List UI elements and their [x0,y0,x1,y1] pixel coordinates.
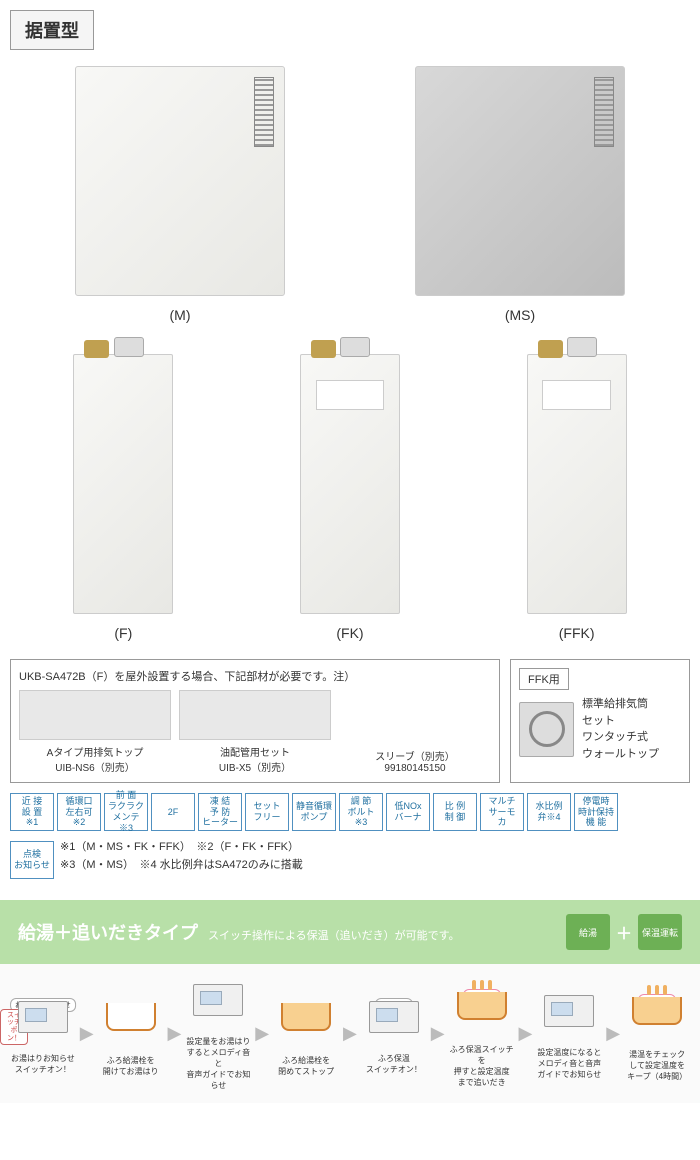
flow-step: 設定温度になると メロディ音と音声 ガイドでお知らせ [535,987,605,1080]
type-title: 給湯＋追いだきタイプ [18,919,198,945]
accessory-code: UIB-X5（別売） [179,759,331,774]
product-ms: (MS) [415,66,625,323]
ffk-text: 標準給排気筒 セット ワンタッチ式 ウォールトップ [582,696,659,762]
ffk-box: FFK用 標準給排気筒 セット ワンタッチ式 ウォールトップ [510,659,690,783]
flow-step: ふろ給湯栓を 閉めてストップ [271,991,341,1077]
notice-badge: 点検 お知らせ [10,841,54,879]
product-f: (F) [73,354,173,641]
arrow-icon: ▶ [343,1023,357,1044]
flow-step: 保温運転湯温をチェック して設定温度を キープ（4時間） [622,985,692,1082]
arrow-icon: ▶ [80,1023,94,1044]
accessory-image [179,690,331,740]
feature-badge: 調 節 ボルト ※3 [339,793,383,831]
feature-badges: 近 接 設 置 ※1循環口 左右可 ※2前 面 ラクラク メンテ※32F凍 結 … [10,793,690,831]
feature-badge: 循環口 左右可 ※2 [57,793,101,831]
flow-diagram: お湯はりお知らせスイッチポン！お湯はりお知らせ スイッチオン！▶ふろ給湯栓を 開… [0,964,700,1103]
product-fk: (FK) [300,354,400,641]
feature-badge: 比 例 制 御 [433,793,477,831]
accessory-code: 99180145150 [339,763,491,774]
accessory-image [19,690,171,740]
feature-badge: 近 接 設 置 ※1 [10,793,54,831]
feature-badge: マルチ サーモ カ [480,793,524,831]
flow-step: 追いだきふろ保温スイッチを 押すと設定温度 まで追いだき [447,980,517,1088]
flow-step: ふろ給湯栓を 開けてお湯はり [96,991,166,1077]
arrow-icon: ▶ [606,1023,620,1044]
product-grid: (M) (MS) (F) (FK) (FFK) [10,58,690,649]
accessory-code: UIB-NS6（別売） [19,759,171,774]
accessory-name: 油配管用セット [179,744,331,759]
feature-badge: 水比例 弁※4 [527,793,571,831]
ffk-image [519,702,574,757]
hotwater-icon: 給湯 [566,914,610,950]
product-m: (M) [75,66,285,323]
flow-step: お湯はりお知らせスイッチポン！お湯はりお知らせ スイッチオン！ [8,993,78,1075]
feature-badge: 静音循環 ポンプ [292,793,336,831]
keepwarm-icon: 保温運転 [638,914,682,950]
product-label: (MS) [415,307,625,323]
footnote-text: ※1（M・MS・FK・FFK） ※2（F・FK・FFK） ※3（M・MS） ※4… [60,841,303,871]
product-label: (FK) [300,625,400,641]
feature-badge: 停電時 時計保持 機 能 [574,793,618,831]
accessory: スリーブ（別売） 99180145150 [339,748,491,774]
product-ffk: (FFK) [527,354,627,641]
outdoor-install-box: UKB-SA472B（F）を屋外設置する場合、下記部材が必要です。注） Aタイプ… [10,659,500,783]
type-subtitle: スイッチ操作による保温（追いだき）が可能です。 [208,927,460,943]
flow-step: 設定量をお湯はり するとメロディ音と 音声ガイドでお知らせ [184,976,254,1091]
type-band: 給湯＋追いだきタイプ スイッチ操作による保温（追いだき）が可能です。 給湯 ＋ … [0,900,700,964]
accessory: Aタイプ用排気トップ UIB-NS6（別売） [19,690,171,774]
plus-icon: ＋ [616,920,632,944]
accessory-name: スリーブ（別売） [339,748,491,763]
product-label: (FFK) [527,625,627,641]
arrow-icon: ▶ [255,1023,269,1044]
page-title: 据置型 [10,10,94,50]
arrow-icon: ▶ [431,1023,445,1044]
arrow-icon: ▶ [168,1023,182,1044]
product-label: (F) [73,625,173,641]
flow-step: ふろ保温ふろ保温 スイッチオン！ [359,993,429,1075]
ffk-badge: FFK用 [519,668,569,690]
info-title: UKB-SA472B（F）を屋外設置する場合、下記部材が必要です。注） [19,668,491,684]
feature-badge: 前 面 ラクラク メンテ※3 [104,793,148,831]
footnotes: 点検 お知らせ ※1（M・MS・FK・FFK） ※2（F・FK・FFK） ※3（… [10,839,690,874]
accessory: 油配管用セット UIB-X5（別売） [179,690,331,774]
product-label: (M) [75,307,285,323]
accessory-name: Aタイプ用排気トップ [19,744,171,759]
feature-badge: 低NOx バーナ [386,793,430,831]
feature-badge: セット フリー [245,793,289,831]
feature-badge: 2F [151,793,195,831]
arrow-icon: ▶ [519,1023,533,1044]
feature-badge: 凍 結 予 防 ヒーター [198,793,242,831]
